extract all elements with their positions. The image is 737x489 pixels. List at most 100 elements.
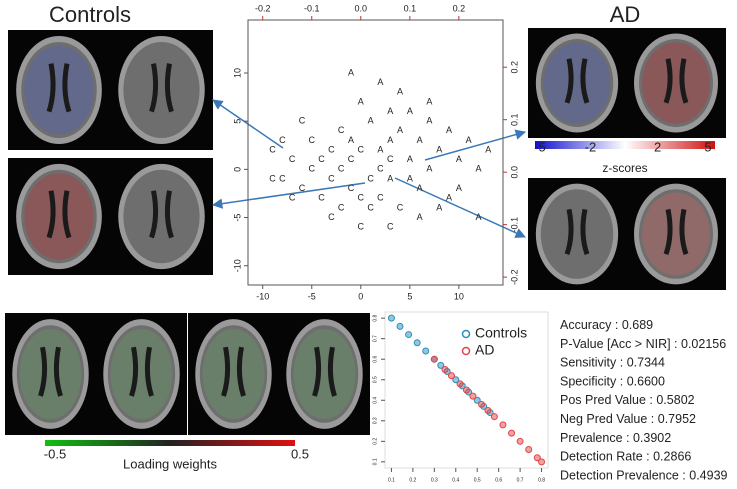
x-tick-label: 0 — [358, 291, 363, 301]
point — [516, 437, 524, 445]
separator: : — [623, 431, 633, 445]
point-letter: A — [475, 212, 481, 222]
point-letter: A — [397, 87, 403, 97]
metric-name: Detection Prevalence — [560, 469, 679, 483]
metric-name: Detection Rate — [560, 450, 643, 464]
separator: : — [616, 375, 626, 389]
point — [441, 365, 449, 373]
point-letter: C — [299, 116, 306, 126]
brain-ventricle — [46, 190, 72, 239]
brain-tissue — [107, 325, 176, 423]
point-letter: A — [417, 183, 423, 193]
y-tick-label: 5 — [232, 119, 242, 124]
legend-marker — [461, 346, 471, 356]
y2-tick-label: 0.0 — [509, 166, 519, 179]
point-letter: C — [328, 212, 335, 222]
point-letter: A — [466, 135, 472, 145]
colorbar-tick-label: 2 — [654, 139, 661, 154]
point-letter: C — [387, 222, 394, 232]
y2-tick-label: -0.2 — [509, 269, 519, 285]
point-letter: A — [377, 144, 383, 154]
point-letter: A — [397, 125, 403, 135]
separator: : — [643, 450, 653, 464]
y-tick-label: -5 — [232, 214, 242, 222]
brain-tissue — [21, 169, 97, 264]
legend-label: AD — [475, 342, 494, 358]
metric-value: 0.02156 — [681, 337, 726, 351]
point-letter: A — [446, 125, 452, 135]
x2-tick-label: -0.1 — [304, 3, 320, 13]
y-tick-label: 0.4 — [372, 397, 378, 404]
brain-overlay — [24, 173, 94, 260]
y-tick-label: 0.2 — [372, 438, 378, 445]
brain-ventricle — [663, 208, 689, 255]
brain-overlay — [110, 328, 173, 420]
metric: P-Value [Acc > NIR] : 0.02156 — [560, 337, 726, 351]
separator: : — [671, 337, 681, 351]
y-tick-label: 0.1 — [372, 458, 378, 465]
point-letter: C — [318, 193, 325, 203]
y-tick-label: 0.5 — [372, 376, 378, 383]
x2-tick-label: 0.1 — [404, 3, 417, 13]
point-letter: C — [338, 125, 345, 135]
x-tick-label: 0.5 — [474, 477, 481, 483]
x2-tick-label: -0.2 — [255, 3, 271, 13]
point-letter: A — [456, 154, 462, 164]
metric: Detection Rate : 0.2866 — [560, 450, 691, 464]
brain-ventricle — [663, 58, 689, 104]
colorbar-tick-label: -2 — [585, 139, 597, 154]
x-tick-label: 0.4 — [452, 477, 459, 483]
point-letter: A — [426, 96, 432, 106]
arrow — [211, 182, 366, 209]
loading-colorbar — [45, 440, 295, 446]
separator: : — [611, 318, 621, 332]
point — [490, 413, 498, 421]
metric-name: Pos Pred Value — [560, 393, 646, 407]
colorbar-tick-label: -5 — [534, 139, 546, 154]
x2-tick-label: 0.0 — [355, 3, 368, 13]
point — [508, 429, 516, 437]
point-letter: C — [289, 154, 296, 164]
point-letter: C — [328, 144, 335, 154]
x-tick-label: 0.3 — [431, 477, 438, 483]
brain-tissue — [639, 189, 713, 279]
point-letter: C — [338, 164, 345, 174]
separator: : — [646, 393, 656, 407]
metric-name: Prevalence — [560, 431, 623, 445]
y-tick-label: 10 — [232, 68, 242, 78]
point-letter: C — [269, 173, 276, 183]
brain-overlay — [293, 328, 356, 420]
point-letter: C — [279, 135, 286, 145]
point-letter: A — [348, 135, 354, 145]
point-letter: C — [377, 193, 384, 203]
metric-value: 0.7344 — [627, 356, 665, 370]
brain-ventricle — [221, 346, 246, 397]
point-letter: C — [367, 202, 374, 212]
brain-tissue — [21, 42, 97, 138]
point-letter: C — [358, 144, 365, 154]
point-letter: C — [318, 154, 325, 164]
point-letter: A — [358, 96, 364, 106]
point-letter: C — [289, 193, 296, 203]
point-letter: C — [358, 193, 365, 203]
point — [456, 380, 464, 388]
y-tick-label: 0.7 — [372, 335, 378, 342]
zscore-colorbar — [535, 141, 715, 149]
point — [484, 407, 492, 415]
point — [387, 314, 395, 322]
x-tick-label: 0.7 — [517, 477, 524, 483]
brain-ventricle — [564, 208, 590, 255]
brain-tissue — [639, 39, 713, 127]
y-tick-label: 0.3 — [372, 417, 378, 424]
point-letter: C — [387, 154, 394, 164]
point-letter: A — [456, 183, 462, 193]
point-letter: C — [328, 173, 335, 183]
brain-overlay — [202, 328, 265, 420]
point-letter: C — [338, 202, 345, 212]
point-letter: C — [269, 144, 276, 154]
metric-value: 0.689 — [622, 318, 653, 332]
x-tick-label: 0.1 — [388, 477, 395, 483]
arrow — [424, 129, 527, 161]
point-letter: A — [426, 116, 432, 126]
